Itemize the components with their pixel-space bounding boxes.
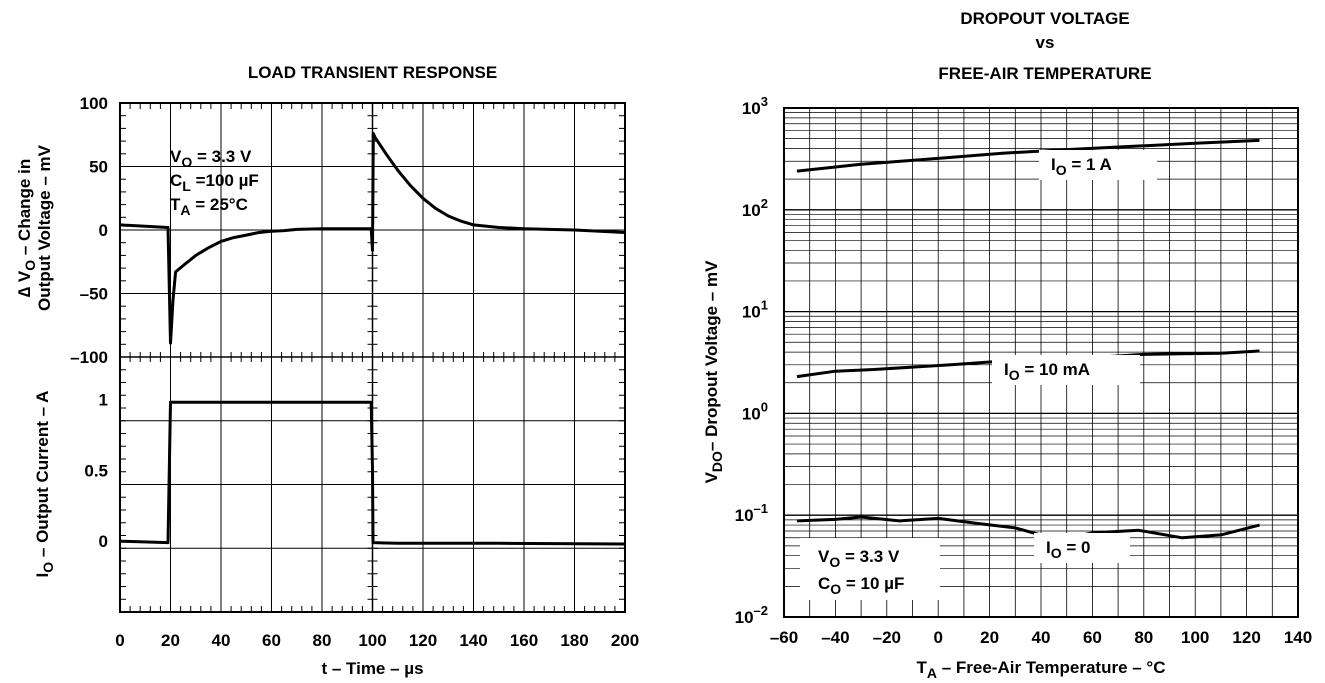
y-tick-label: 100 — [80, 94, 108, 113]
current-axis-label: IO – Output Current – A — [33, 391, 56, 578]
voltage-axis-label-2: Output Voltage – mV — [35, 144, 54, 311]
annotation-cl: CL =100 µF — [170, 171, 259, 194]
x-tick-label: 0 — [115, 631, 124, 650]
x-tick-label: 180 — [560, 631, 588, 650]
chart-title-line: DROPOUT VOLTAGE — [960, 9, 1129, 28]
dropout-voltage-chart: IO = 1 A IO = 10 mA IO = 0 VO = 3.3 V CO = 1… — [702, 9, 1312, 681]
x-tick-label: –40 — [821, 628, 849, 647]
series-label: IO = 0 — [1046, 538, 1090, 561]
x-tick-label: –20 — [873, 628, 901, 647]
x-tick-label: –60 — [770, 628, 798, 647]
series-line — [796, 515, 1260, 542]
current-series-line — [119, 400, 626, 546]
x-tick-label: 140 — [1284, 628, 1312, 647]
series-label-bg — [1034, 533, 1130, 563]
y-tick-label: 103 — [742, 94, 768, 118]
series-label-bg — [992, 355, 1140, 385]
y-tick-label: 102 — [742, 196, 768, 220]
x-tick-label: 0 — [933, 628, 942, 647]
x-tick-label: 40 — [212, 631, 231, 650]
plot-frame — [783, 107, 1299, 618]
x-tick-label: 120 — [1232, 628, 1260, 647]
x-axis-label: t – Time – µs — [321, 659, 423, 678]
x-tick-label: 20 — [161, 631, 180, 650]
x-tick-label: 80 — [313, 631, 332, 650]
y-tick-label: 101 — [742, 298, 768, 322]
series-line — [796, 138, 1260, 173]
annotation-vo: VO = 3.3 V — [170, 147, 252, 170]
annotation-vo: VO = 3.3 V — [818, 547, 900, 570]
y-tick-label: 50 — [89, 158, 108, 177]
chart-title: LOAD TRANSIENT RESPONSE — [248, 63, 497, 82]
x-tick-label: 120 — [409, 631, 437, 650]
y-tick-label: 0.5 — [84, 461, 108, 480]
x-tick-label: 100 — [358, 631, 386, 650]
y-tick-label: 10–2 — [735, 603, 768, 627]
x-tick-label: 160 — [510, 631, 538, 650]
x-tick-label: 40 — [1032, 628, 1051, 647]
x-tick-label: 140 — [459, 631, 487, 650]
y-tick-label: 1 — [99, 391, 108, 410]
x-tick-label: 80 — [1134, 628, 1153, 647]
x-tick-label: 100 — [1181, 628, 1209, 647]
annotation-ta: TA = 25°C — [170, 195, 248, 218]
y-tick-label: 100 — [742, 399, 768, 423]
series-label: IO = 10 mA — [1004, 360, 1090, 383]
voltage-axis-label: ∆ VO – Change in — [15, 159, 38, 297]
y-tick-label: 0 — [99, 532, 108, 551]
x-tick-label: 20 — [980, 628, 999, 647]
x-tick-label: 60 — [262, 631, 281, 650]
y-axis-label: VDO– Dropout Voltage – mV — [702, 260, 725, 483]
x-tick-label: 200 — [611, 631, 639, 650]
annotation-bg — [800, 538, 940, 600]
voltage-series-line — [119, 132, 626, 345]
series-label: IO = 1 A — [1051, 155, 1112, 178]
y-tick-label: 10–1 — [735, 501, 768, 525]
series-label-bg — [1039, 150, 1157, 180]
x-tick-label: 60 — [1083, 628, 1102, 647]
annotation-co: CO = 10 µF — [818, 574, 904, 597]
x-axis-label: TA – Free-Air Temperature – °C — [916, 658, 1165, 681]
chart-title-line: vs — [1036, 33, 1055, 52]
y-tick-label: –100 — [70, 348, 108, 367]
y-tick-label: –50 — [80, 285, 108, 304]
y-tick-label: 0 — [99, 221, 108, 240]
chart-title-line: FREE-AIR TEMPERATURE — [938, 64, 1151, 83]
